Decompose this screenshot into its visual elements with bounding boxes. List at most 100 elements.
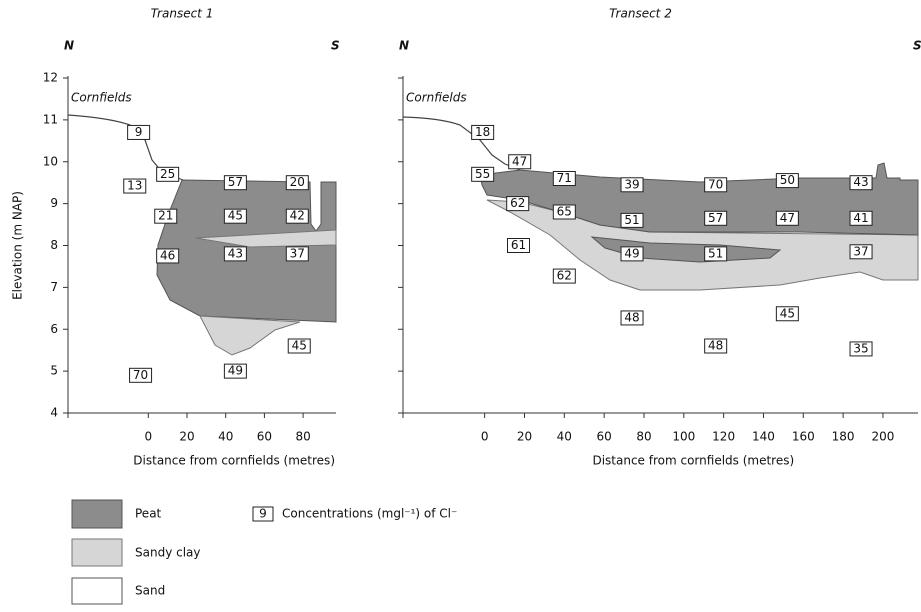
annotation: Cornfields xyxy=(71,91,132,105)
concentration-box xyxy=(127,124,151,140)
legend-label: Peat xyxy=(135,507,162,521)
transect-1-strata xyxy=(67,114,337,356)
concentration-label: 41 xyxy=(853,211,868,225)
concentration-box xyxy=(285,175,309,191)
x-tick-label: 100 xyxy=(672,430,695,444)
legend-label: Concentrations (mgl⁻¹) of Cl⁻ xyxy=(282,507,457,521)
y-tick-label: 5 xyxy=(50,364,58,378)
legend-swatch-sand xyxy=(71,577,123,605)
x-tick-label: 180 xyxy=(832,430,855,444)
x-tick-label: 20 xyxy=(517,430,532,444)
concentration-label: 42 xyxy=(290,209,305,223)
concentration-box xyxy=(775,210,799,226)
right-label: S xyxy=(331,39,340,53)
x-axis-label: Distance from cornfields (metres) xyxy=(592,454,794,468)
concentration-label: 57 xyxy=(708,211,723,225)
concentration-label: 37 xyxy=(290,246,305,260)
ground-surface xyxy=(67,114,184,181)
left-label: N xyxy=(64,39,74,53)
concentration-label: 13 xyxy=(127,179,142,193)
concentration-box xyxy=(506,196,530,212)
concentration-box xyxy=(849,244,873,260)
concentration-box xyxy=(471,124,495,140)
legend-sample: 9 xyxy=(259,507,267,521)
legend-swatch-sandy-clay xyxy=(71,538,123,567)
concentration-label: 48 xyxy=(708,339,723,353)
concentration-label: 70 xyxy=(133,368,148,382)
concentration-label: 25 xyxy=(160,167,175,181)
y-tick-label: 8 xyxy=(50,238,58,252)
annotation: Cornfields xyxy=(406,91,467,105)
concentration-box xyxy=(223,175,247,191)
concentration-label: 71 xyxy=(557,171,572,185)
concentration-label: 51 xyxy=(708,246,723,260)
chart-title: Transect 2 xyxy=(609,7,672,21)
x-tick-label: 120 xyxy=(712,430,735,444)
concentration-box xyxy=(223,246,247,262)
concentration-box xyxy=(620,212,644,228)
concentration-label: 45 xyxy=(780,306,795,320)
right-label: S xyxy=(913,39,921,53)
sandy-clay-lens xyxy=(195,229,337,248)
concentration-box xyxy=(223,208,247,224)
legend-label: Sandy clay xyxy=(135,546,201,560)
concentration-box xyxy=(620,177,644,193)
legend-swatch-peat xyxy=(71,499,123,529)
concentration-box xyxy=(775,173,799,189)
concentration-box xyxy=(154,208,178,224)
concentration-box xyxy=(552,268,576,284)
x-axis-label: Distance from cornfields (metres) xyxy=(133,454,335,468)
concentration-box xyxy=(471,166,495,182)
concentration-label: 57 xyxy=(228,175,243,189)
x-tick-label: 20 xyxy=(179,430,194,444)
y-tick-label: 11 xyxy=(43,112,58,126)
concentration-label: 39 xyxy=(624,177,639,191)
concentration-label: 65 xyxy=(557,205,572,219)
concentration-label: 43 xyxy=(853,175,868,189)
y-axis-label: Elevation (m NAP) xyxy=(11,191,25,300)
concentration-label: 47 xyxy=(512,154,527,168)
concentration-label: 51 xyxy=(624,213,639,227)
x-tick-label: 140 xyxy=(752,430,775,444)
x-tick-label: 40 xyxy=(218,430,233,444)
concentration-box xyxy=(775,306,799,322)
concentration-label: 49 xyxy=(624,246,639,260)
concentration-box xyxy=(156,248,180,264)
transect-2-strata xyxy=(402,116,919,291)
concentration-label: 20 xyxy=(290,175,305,189)
left-label: N xyxy=(399,39,409,53)
concentration-label: 49 xyxy=(228,364,243,378)
y-tick-label: 7 xyxy=(50,280,58,294)
concentration-box xyxy=(507,238,531,253)
legend-label: Sand xyxy=(135,584,165,598)
concentration-box xyxy=(156,166,180,182)
concentration-label: 55 xyxy=(475,167,490,181)
peat-layer xyxy=(479,162,919,236)
y-tick-label: 4 xyxy=(50,406,58,420)
concentration-box xyxy=(285,246,309,262)
concentration-box xyxy=(704,177,728,193)
concentration-label: 45 xyxy=(292,339,307,353)
y-tick-label: 6 xyxy=(50,322,58,336)
concentration-label: 9 xyxy=(135,125,143,139)
sandy-clay-layer xyxy=(199,315,301,356)
x-tick-label: 80 xyxy=(295,430,310,444)
concentration-box xyxy=(704,338,728,354)
chart-title: Transect 1 xyxy=(151,7,214,21)
concentration-box xyxy=(849,175,873,191)
concentration-box xyxy=(849,341,873,357)
concentration-label: 43 xyxy=(228,246,243,260)
concentration-label: 70 xyxy=(708,177,723,191)
concentration-box xyxy=(129,367,153,383)
legend: Peat Sandy clay Sand 9 Concentrations (m… xyxy=(71,499,457,605)
concentration-label: 45 xyxy=(228,209,243,223)
concentration-box xyxy=(552,204,576,220)
y-tick-label: 12 xyxy=(43,71,58,85)
concentration-label: 35 xyxy=(853,341,868,355)
concentration-box xyxy=(704,210,728,226)
y-tick-label: 9 xyxy=(50,196,58,210)
x-tick-label: 80 xyxy=(636,430,651,444)
x-tick-label: 200 xyxy=(871,430,894,444)
concentration-box xyxy=(552,171,576,186)
